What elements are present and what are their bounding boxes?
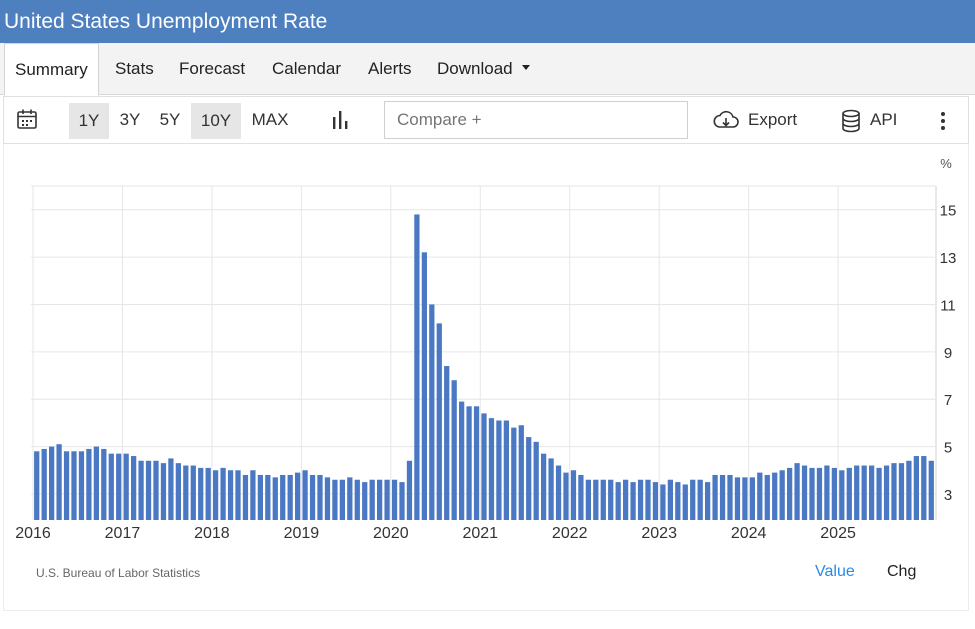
tab-forecast[interactable]: Forecast [179,59,246,78]
chart-toolbar: 1Y 3Y 5Y 10Y MAX Export API [3,96,969,144]
compare-input[interactable] [384,101,688,139]
tab-stats[interactable]: Stats [115,59,154,78]
page-title: United States Unemployment Rate [0,0,975,43]
api-label: API [870,110,898,129]
chart-panel [3,144,969,611]
range-10y[interactable]: 10Y [191,103,241,139]
tab-download[interactable]: Download [437,43,530,95]
more-vertical-icon[interactable] [940,111,946,131]
tab-download-label: Download [437,59,513,78]
tab-bar: Summary Stats Forecast Calendar Alerts D… [0,43,975,96]
calendar-icon[interactable] [16,108,38,132]
change-toggle[interactable]: Chg [887,563,917,580]
source-label: U.S. Bureau of Labor Statistics [36,566,201,580]
caret-down-icon [521,65,530,71]
tab-calendar[interactable]: Calendar [272,59,341,78]
range-3y[interactable]: 3Y [119,110,141,129]
range-max[interactable]: MAX [251,110,289,129]
range-1y[interactable]: 1Y [69,103,109,139]
tab-alerts[interactable]: Alerts [368,59,412,78]
tab-summary[interactable]: Summary [4,43,99,96]
bar-chart-icon[interactable] [331,109,351,131]
api-button[interactable]: API [840,97,897,143]
value-toggle[interactable]: Value [815,563,855,580]
range-5y[interactable]: 5Y [159,110,181,129]
database-icon [842,109,860,132]
cloud-download-icon [713,110,739,128]
export-button[interactable]: Export [712,97,797,143]
export-label: Export [748,110,798,129]
